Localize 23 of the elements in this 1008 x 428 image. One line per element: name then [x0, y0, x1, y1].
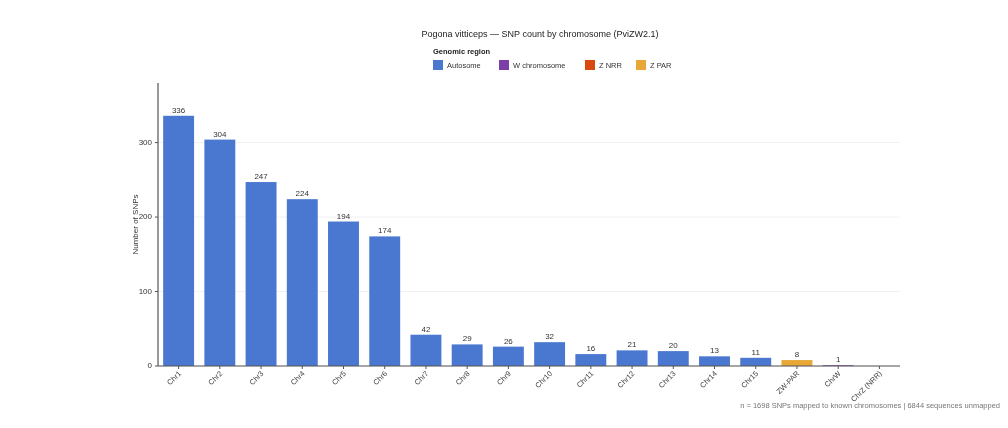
- data-label: 304: [213, 129, 228, 139]
- chart-title: Pogona vitticeps — SNP count by chromosome (PviZW2.1): [421, 29, 659, 39]
- y-axis-title: Number of SNPs: [131, 194, 140, 255]
- y-tick-label: 100: [138, 286, 153, 296]
- y-tick-label: 200: [138, 212, 153, 222]
- data-label: 21: [627, 340, 638, 350]
- data-label: 42: [421, 324, 431, 334]
- data-label: 247: [254, 172, 269, 182]
- data-label: 174: [378, 226, 392, 236]
- data-label: 26: [503, 336, 514, 346]
- data-label: 32: [545, 332, 555, 342]
- y-tick-label: 300: [138, 137, 153, 147]
- data-label: 16: [586, 344, 596, 354]
- data-label: 224: [295, 189, 310, 199]
- data-label: 8: [794, 350, 800, 360]
- data-label: 336: [171, 105, 186, 115]
- data-label: 29: [462, 334, 473, 344]
- data-label: 1: [835, 355, 841, 365]
- data-label: 20: [668, 341, 679, 351]
- data-label: 11: [751, 347, 761, 357]
- y-tick-label: 0: [147, 361, 153, 370]
- data-label: 13: [710, 346, 720, 356]
- data-label: 194: [336, 211, 351, 221]
